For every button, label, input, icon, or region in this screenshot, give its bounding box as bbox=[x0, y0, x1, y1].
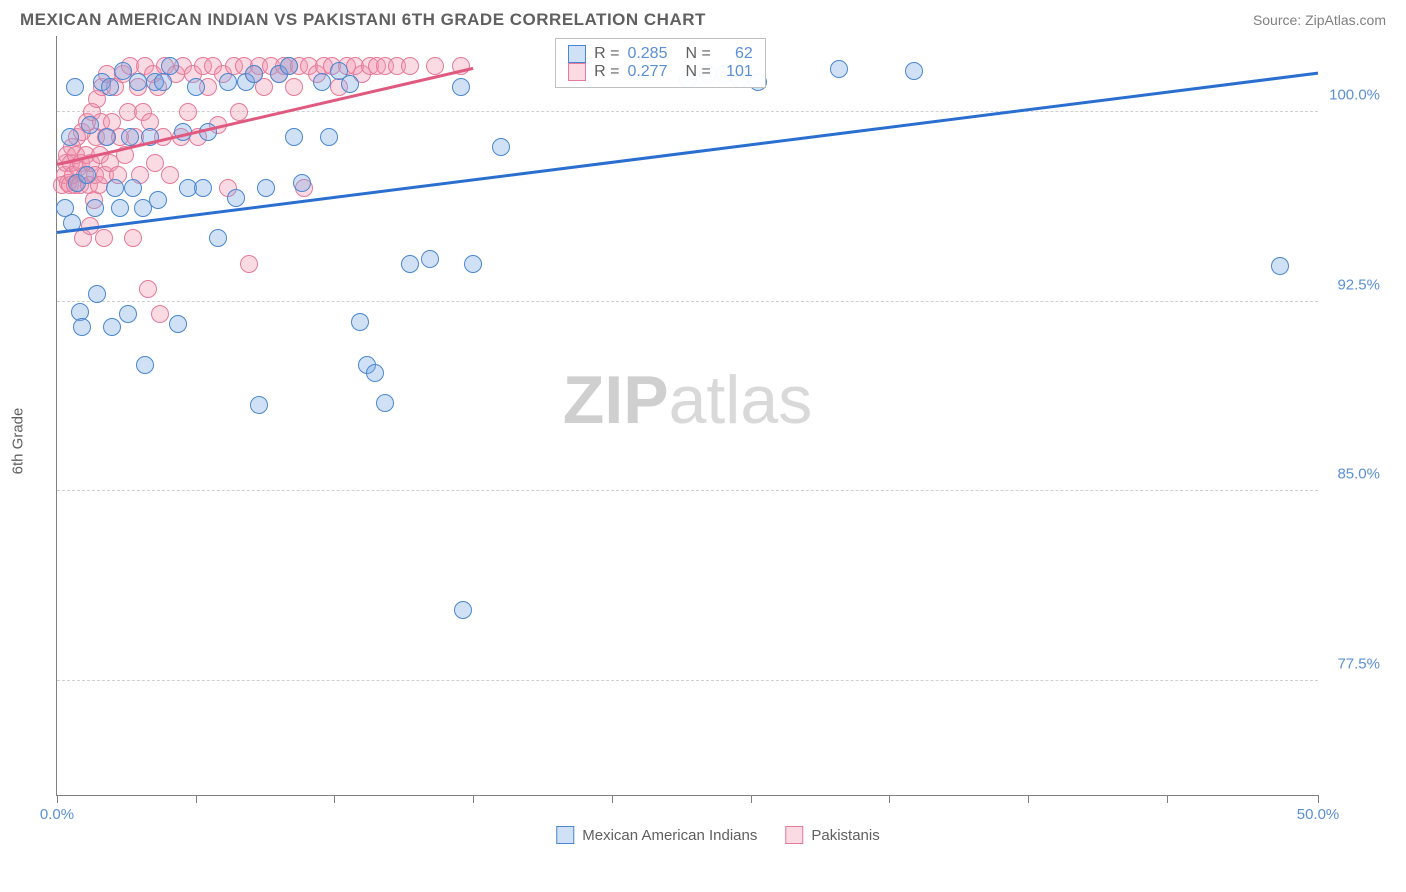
data-point-blue bbox=[293, 174, 311, 192]
data-point-blue bbox=[280, 57, 298, 75]
x-tick-label: 0.0% bbox=[40, 806, 74, 823]
data-point-blue bbox=[111, 199, 129, 217]
data-point-blue bbox=[452, 78, 470, 96]
y-tick-label: 100.0% bbox=[1329, 86, 1380, 103]
data-point-blue bbox=[366, 364, 384, 382]
source-label: Source: ZipAtlas.com bbox=[1253, 12, 1386, 28]
data-point-blue bbox=[245, 65, 263, 83]
data-point-blue bbox=[227, 189, 245, 207]
x-tick bbox=[1318, 795, 1319, 803]
data-point-blue bbox=[905, 62, 923, 80]
data-point-blue bbox=[161, 57, 179, 75]
data-point-blue bbox=[136, 356, 154, 374]
plot-region: ZIPatlas 77.5%85.0%92.5%100.0%0.0%50.0% … bbox=[56, 36, 1318, 796]
data-point-pink bbox=[124, 229, 142, 247]
data-point-blue bbox=[106, 179, 124, 197]
data-point-blue bbox=[78, 166, 96, 184]
data-point-blue bbox=[1271, 257, 1289, 275]
data-point-blue bbox=[88, 285, 106, 303]
data-point-blue bbox=[129, 73, 147, 91]
series-legend: Mexican American Indians Pakistanis bbox=[556, 826, 879, 844]
x-tick bbox=[889, 795, 890, 803]
data-point-blue bbox=[421, 250, 439, 268]
chart-area: 6th Grade ZIPatlas 77.5%85.0%92.5%100.0%… bbox=[48, 36, 1388, 846]
y-axis-label: 6th Grade bbox=[10, 408, 27, 475]
stats-swatch bbox=[568, 63, 586, 81]
x-tick bbox=[1028, 795, 1029, 803]
data-point-blue bbox=[341, 75, 359, 93]
data-point-pink bbox=[426, 57, 444, 75]
data-point-blue bbox=[257, 179, 275, 197]
data-point-blue bbox=[81, 116, 99, 134]
x-tick bbox=[334, 795, 335, 803]
gridline-h bbox=[57, 680, 1318, 681]
data-point-blue bbox=[98, 128, 116, 146]
gridline-h bbox=[57, 490, 1318, 491]
x-tick bbox=[196, 795, 197, 803]
data-point-blue bbox=[124, 179, 142, 197]
data-point-blue bbox=[194, 179, 212, 197]
legend-item-blue: Mexican American Indians bbox=[556, 826, 757, 844]
data-point-blue bbox=[101, 78, 119, 96]
data-point-blue bbox=[187, 78, 205, 96]
legend-label-blue: Mexican American Indians bbox=[582, 827, 757, 844]
data-point-blue bbox=[464, 255, 482, 273]
data-point-pink bbox=[151, 305, 169, 323]
data-point-blue bbox=[454, 601, 472, 619]
data-point-blue bbox=[73, 318, 91, 336]
chart-header: MEXICAN AMERICAN INDIAN VS PAKISTANI 6TH… bbox=[0, 0, 1406, 36]
y-tick-label: 92.5% bbox=[1337, 276, 1380, 293]
data-point-pink bbox=[146, 154, 164, 172]
legend-item-pink: Pakistanis bbox=[785, 826, 879, 844]
data-point-pink bbox=[401, 57, 419, 75]
data-point-blue bbox=[285, 128, 303, 146]
data-point-blue bbox=[320, 128, 338, 146]
data-point-pink bbox=[139, 280, 157, 298]
data-point-pink bbox=[285, 78, 303, 96]
data-point-blue bbox=[66, 78, 84, 96]
data-point-blue bbox=[313, 73, 331, 91]
x-tick bbox=[1167, 795, 1168, 803]
data-point-blue bbox=[376, 394, 394, 412]
data-point-blue bbox=[103, 318, 121, 336]
data-point-blue bbox=[830, 60, 848, 78]
data-point-pink bbox=[240, 255, 258, 273]
data-point-pink bbox=[179, 103, 197, 121]
x-tick bbox=[57, 795, 58, 803]
x-tick bbox=[473, 795, 474, 803]
data-point-blue bbox=[209, 229, 227, 247]
data-point-blue bbox=[401, 255, 419, 273]
gridline-h bbox=[57, 301, 1318, 302]
data-point-blue bbox=[86, 199, 104, 217]
data-point-blue bbox=[351, 313, 369, 331]
stats-box: R = 0.285 N = 62 R = 0.277 N = 101 bbox=[555, 38, 766, 88]
data-point-pink bbox=[161, 166, 179, 184]
data-point-blue bbox=[492, 138, 510, 156]
stats-row: R = 0.285 N = 62 bbox=[568, 45, 753, 63]
data-point-blue bbox=[219, 73, 237, 91]
legend-swatch-pink bbox=[785, 826, 803, 844]
data-point-pink bbox=[95, 229, 113, 247]
y-tick-label: 85.0% bbox=[1337, 466, 1380, 483]
x-tick-label: 50.0% bbox=[1297, 806, 1340, 823]
watermark: ZIPatlas bbox=[563, 361, 812, 439]
stats-swatch bbox=[568, 45, 586, 63]
legend-label-pink: Pakistanis bbox=[811, 827, 879, 844]
chart-title: MEXICAN AMERICAN INDIAN VS PAKISTANI 6TH… bbox=[20, 10, 706, 30]
y-tick-label: 77.5% bbox=[1337, 656, 1380, 673]
data-point-blue bbox=[149, 191, 167, 209]
data-point-blue bbox=[61, 128, 79, 146]
data-point-pink bbox=[230, 103, 248, 121]
trendline-blue bbox=[57, 71, 1318, 233]
data-point-blue bbox=[250, 396, 268, 414]
x-tick bbox=[612, 795, 613, 803]
stats-row: R = 0.277 N = 101 bbox=[568, 63, 753, 81]
x-tick bbox=[751, 795, 752, 803]
data-point-blue bbox=[119, 305, 137, 323]
data-point-blue bbox=[169, 315, 187, 333]
legend-swatch-blue bbox=[556, 826, 574, 844]
